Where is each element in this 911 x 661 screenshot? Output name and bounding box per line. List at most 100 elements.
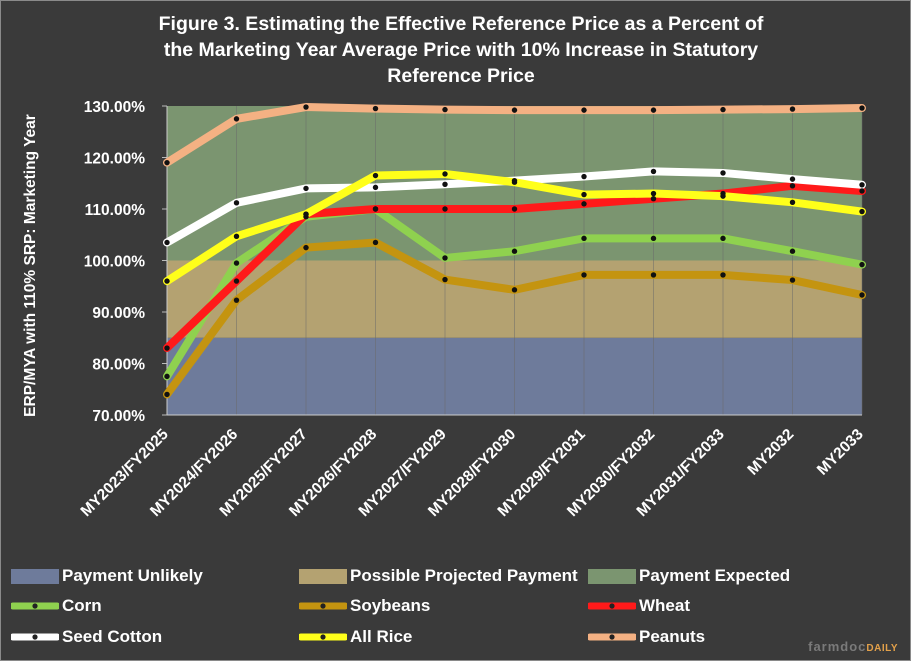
point-soybeans-8 bbox=[720, 272, 726, 278]
chart-title-line-2: the Marketing Year Average Price with 10… bbox=[163, 39, 759, 61]
legend-swatch-wheat bbox=[588, 602, 636, 610]
y-tick-label-2: 90.00% bbox=[92, 305, 145, 322]
point-soybeans-6 bbox=[581, 272, 587, 278]
point-wheat-7 bbox=[650, 196, 657, 202]
point-corn-7 bbox=[650, 235, 657, 242]
point-all-rice-2 bbox=[303, 211, 309, 217]
point-all-rice-3 bbox=[372, 172, 379, 179]
legend-swatch-seed-cotton bbox=[11, 633, 59, 641]
point-wheat-4 bbox=[442, 206, 448, 212]
y-tick-label-6: 130.00% bbox=[84, 99, 145, 116]
point-wheat-9 bbox=[789, 183, 796, 189]
point-corn-5 bbox=[511, 248, 518, 254]
point-all-rice-1 bbox=[233, 233, 240, 239]
point-wheat-5 bbox=[511, 206, 518, 212]
point-corn-8 bbox=[720, 235, 726, 242]
y-tick-label-5: 120.00% bbox=[84, 151, 145, 168]
point-seed-cotton-8 bbox=[720, 170, 726, 176]
legend-swatch-all-rice bbox=[299, 633, 347, 641]
point-soybeans-5 bbox=[511, 287, 518, 293]
legend-swatch-possible-projected-payment bbox=[299, 568, 347, 584]
point-all-rice-10 bbox=[859, 208, 865, 215]
point-peanuts-3 bbox=[372, 105, 379, 112]
point-corn-0 bbox=[164, 373, 170, 380]
point-soybeans-4 bbox=[442, 276, 448, 283]
legend-label-peanuts: Peanuts bbox=[639, 627, 706, 646]
point-seed-cotton-3 bbox=[372, 184, 379, 191]
legend-item-wheat: Wheat bbox=[588, 595, 690, 617]
point-soybeans-7 bbox=[650, 272, 657, 278]
point-seed-cotton-6 bbox=[581, 173, 587, 180]
point-corn-6 bbox=[581, 235, 587, 242]
legend-item-all-rice: All Rice bbox=[299, 626, 412, 648]
point-all-rice-0 bbox=[164, 278, 170, 284]
point-soybeans-1 bbox=[233, 297, 240, 303]
point-soybeans-2 bbox=[303, 244, 309, 251]
legend-item-payment-expected: Payment Expected bbox=[588, 565, 790, 587]
point-peanuts-5 bbox=[511, 107, 518, 113]
y-tick-label-0: 70.00% bbox=[92, 408, 145, 425]
legend-item-corn: Corn bbox=[11, 595, 102, 617]
point-soybeans-0 bbox=[164, 391, 170, 398]
legend-swatch-payment-unlikely bbox=[11, 568, 59, 584]
point-wheat-10 bbox=[859, 188, 865, 194]
x-tick-label-my2032: MY2032 bbox=[744, 426, 797, 479]
legend-swatch-corn bbox=[11, 602, 59, 610]
legend-item-possible-projected-payment: Possible Projected Payment bbox=[299, 565, 578, 587]
point-all-rice-4 bbox=[442, 171, 448, 177]
point-peanuts-9 bbox=[789, 106, 796, 112]
brand-daily: DAILY bbox=[866, 643, 898, 654]
point-seed-cotton-1 bbox=[233, 200, 240, 206]
point-seed-cotton-9 bbox=[789, 176, 796, 182]
brand-farmdoc: farmdoc bbox=[808, 639, 867, 654]
point-peanuts-7 bbox=[650, 107, 657, 113]
point-all-rice-6 bbox=[581, 191, 587, 198]
point-wheat-6 bbox=[581, 201, 587, 207]
point-corn-10 bbox=[859, 261, 865, 268]
y-axis-label: ERP/MYA with 110% SRP: Marketing Year bbox=[22, 114, 39, 417]
legend-label-possible-projected-payment: Possible Projected Payment bbox=[350, 566, 578, 585]
x-tick-label-my2033: MY2033 bbox=[814, 426, 867, 479]
point-peanuts-1 bbox=[233, 116, 240, 122]
point-wheat-1 bbox=[233, 278, 240, 284]
point-peanuts-6 bbox=[581, 107, 587, 113]
chart-title-line-1: Figure 3. Estimating the Effective Refer… bbox=[158, 13, 764, 35]
point-peanuts-10 bbox=[859, 105, 865, 111]
y-tick-label-3: 100.00% bbox=[84, 254, 145, 271]
point-all-rice-9 bbox=[789, 199, 796, 206]
point-soybeans-10 bbox=[859, 292, 865, 298]
point-corn-1 bbox=[233, 260, 240, 266]
point-seed-cotton-4 bbox=[442, 181, 448, 187]
legend-label-corn: Corn bbox=[62, 596, 102, 615]
point-wheat-3 bbox=[372, 206, 379, 212]
point-soybeans-9 bbox=[789, 277, 796, 283]
chart-title-line-3: Reference Price bbox=[387, 65, 535, 87]
point-peanuts-4 bbox=[442, 106, 448, 113]
legend-item-peanuts: Peanuts bbox=[588, 626, 705, 648]
point-seed-cotton-0 bbox=[164, 239, 170, 246]
point-peanuts-0 bbox=[164, 159, 170, 166]
legend-swatch-peanuts bbox=[588, 633, 636, 641]
point-peanuts-8 bbox=[720, 106, 726, 113]
point-all-rice-5 bbox=[511, 179, 518, 185]
point-peanuts-2 bbox=[303, 104, 309, 110]
point-corn-9 bbox=[789, 248, 796, 254]
point-seed-cotton-10 bbox=[859, 182, 865, 188]
point-wheat-0 bbox=[164, 345, 170, 351]
point-corn-4 bbox=[442, 255, 448, 261]
chart-title: Figure 3. Estimating the Effective Refer… bbox=[61, 11, 861, 89]
point-all-rice-8 bbox=[720, 193, 726, 199]
legend-label-wheat: Wheat bbox=[639, 596, 690, 615]
legend-label-all-rice: All Rice bbox=[350, 627, 413, 646]
y-tick-label-1: 80.00% bbox=[92, 357, 145, 374]
legend-swatch-soybeans bbox=[299, 602, 347, 610]
legend-label-soybeans: Soybeans bbox=[350, 596, 431, 615]
legend-item-seed-cotton: Seed Cotton bbox=[11, 626, 162, 648]
legend-label-seed-cotton: Seed Cotton bbox=[62, 627, 163, 646]
point-all-rice-7 bbox=[650, 190, 657, 197]
legend-swatch-payment-expected bbox=[588, 568, 636, 584]
y-tick-label-4: 110.00% bbox=[85, 202, 146, 219]
point-soybeans-3 bbox=[372, 239, 379, 246]
